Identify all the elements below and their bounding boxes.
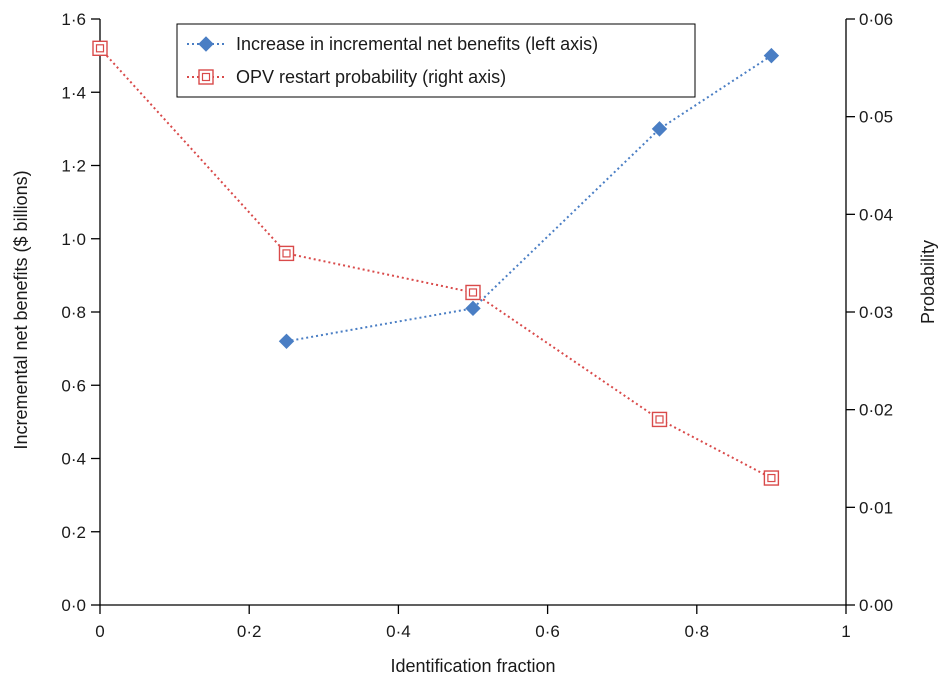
axes: 0 0·2 0·4 0·6 0·8 1 0·0 0·2 0·4 0·6 0·8 1·0 1·2 1·4 1·… — [61, 10, 893, 641]
series-2-point-inner — [95, 44, 105, 53]
y-right-tick-label: 0·02 — [859, 401, 893, 420]
series-1-point — [465, 300, 481, 317]
y-left-tick-label: 0·0 — [61, 596, 86, 615]
legend-marker-1 — [198, 36, 214, 52]
y-left-tick-label: 0·6 — [61, 376, 86, 395]
y-right-tick-label: 0·05 — [859, 108, 893, 127]
y-left-tick-label: 1·4 — [61, 83, 86, 102]
x-tick-label: 0·6 — [535, 622, 560, 641]
legend-box — [176, 23, 696, 98]
series-layer — [92, 40, 780, 486]
series-2-point — [278, 245, 295, 262]
series-2-point-inner — [282, 249, 291, 258]
series-2-point — [651, 411, 668, 428]
y-left-tick-label: 0·4 — [61, 450, 86, 469]
series-2 — [92, 40, 780, 486]
y-right-axis-title: Probability — [918, 240, 938, 324]
series-2-point — [92, 40, 108, 56]
y-right-tick-label: 0·06 — [859, 10, 893, 29]
y-left-axis-title: Incremental net benefits ($ billions) — [11, 170, 31, 449]
y-left-tick-label: 1·2 — [61, 157, 86, 176]
y-left-tick-label: 0·8 — [61, 303, 86, 322]
y-left-tick-label: 1·6 — [61, 10, 86, 29]
legend-marker-2-inner — [201, 72, 211, 82]
series-2-point — [763, 470, 780, 486]
series-2-line — [99, 47, 772, 479]
series-2-point — [465, 284, 481, 301]
series-2-point-inner — [655, 415, 664, 424]
series-1-point — [651, 121, 668, 137]
series-1-point — [763, 47, 780, 64]
y-right-tick-label: 0·03 — [859, 303, 893, 322]
y-right-tick-label: 0·04 — [859, 205, 893, 224]
legend-marker-2 — [198, 69, 214, 85]
series-1-line — [286, 54, 772, 343]
legend-label-2: OPV restart probability (right axis) — [236, 67, 506, 87]
x-tick-label: 0·8 — [685, 622, 710, 641]
legend: Increase in incremental net benefits (le… — [176, 23, 696, 98]
series-2-point-inner — [767, 473, 776, 483]
series-2-point-inner — [468, 288, 478, 297]
x-tick-label: 1 — [841, 622, 850, 641]
y-left-tick-label: 0·2 — [61, 523, 86, 542]
x-axis-title: Identification fraction — [390, 656, 555, 676]
x-tick-label: 0·4 — [386, 622, 411, 641]
y-right-tick-label: 0·00 — [859, 596, 893, 615]
series-1 — [278, 47, 780, 350]
x-tick-label: 0·2 — [237, 622, 262, 641]
legend-label-1: Increase in incremental net benefits (le… — [236, 34, 598, 54]
y-right-tick-label: 0·01 — [859, 498, 893, 517]
x-tick-label: 0 — [95, 622, 104, 641]
series-1-point — [278, 333, 295, 350]
y-left-tick-label: 1·0 — [61, 230, 86, 249]
